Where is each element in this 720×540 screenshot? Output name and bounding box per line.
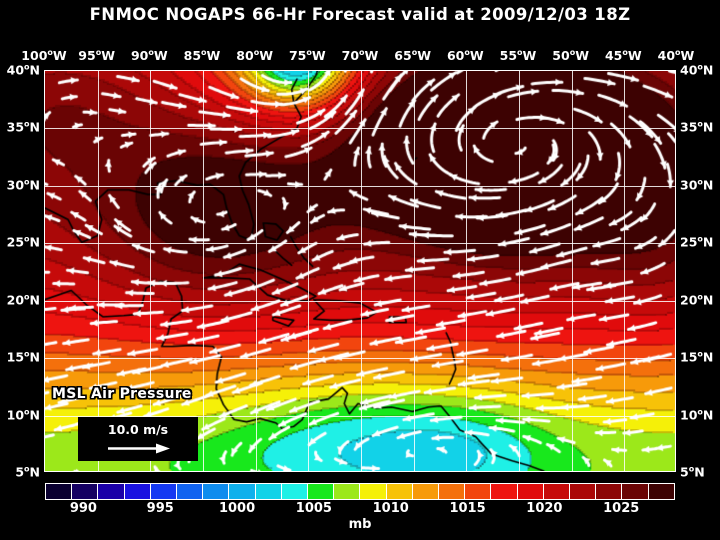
page-title: FNMOC NOGAPS 66-Hr Forecast valid at 200… (89, 5, 631, 24)
lat-tick-label: 40oN (6, 62, 40, 78)
gridline-parallel (45, 300, 675, 302)
colorbar-swatch (98, 484, 125, 499)
gridline-meridian (624, 71, 626, 471)
colorbar-swatch (360, 484, 387, 499)
gridline-parallel (45, 185, 675, 187)
gridline-parallel (45, 243, 675, 245)
lat-tick-label: 10oN (6, 406, 40, 423)
lat-tick-label: 20oN (680, 292, 714, 308)
longitude-axis-top: 100oW 95oW 90oW 85oW 80oW 75oW 70oW 65oW 60oW 55o… (21, 48, 694, 64)
colorbar-swatch (177, 484, 204, 499)
gridline-meridian (571, 71, 573, 471)
colorbar-swatch (46, 484, 73, 499)
colorbar-swatch (570, 484, 597, 499)
colorbar-swatch (334, 484, 361, 499)
colorbar-swatch (281, 484, 309, 499)
gridline-parallel (45, 358, 675, 360)
mslp-contour-field (45, 71, 675, 471)
gridline-meridian (361, 71, 362, 471)
lon-tick-label: 45oW (604, 48, 642, 64)
lat-tick-label: 20oN (6, 292, 40, 308)
gridline-parallel (45, 415, 675, 417)
field-label: MSL Air Pressure (52, 386, 192, 402)
pressure-colorbar (45, 483, 675, 500)
lon-tick-label: 40oW (657, 48, 695, 64)
lat-tick-label: 25oN (6, 234, 40, 250)
colorbar-tick-label: 1015 (449, 501, 486, 516)
lat-tick-label: 15oN (680, 349, 714, 365)
colorbar-tick-label: 1020 (526, 501, 563, 516)
colorbar-swatch (386, 484, 413, 499)
map-plot-area[interactable] (44, 70, 676, 472)
lat-tick-label: 25oN (680, 234, 714, 250)
colorbar-tick-label: 1010 (372, 501, 409, 516)
colorbar-swatch (648, 484, 674, 499)
colorbar-swatch (622, 484, 649, 499)
lat-tick-label: 15oN (6, 349, 40, 365)
colorbar-unit-label: mb (348, 517, 372, 532)
lat-tick-label: 40oN (680, 62, 714, 78)
colorbar-swatch (412, 484, 440, 499)
lon-tick-label: 65oW (394, 48, 432, 64)
gridline-meridian (150, 71, 152, 471)
gridline-meridian (519, 71, 520, 471)
colorbar-swatch (439, 484, 466, 499)
lat-tick-label: 35oN (6, 119, 40, 135)
colorbar-swatch (465, 484, 492, 499)
lon-tick-label: 80oW (236, 48, 274, 64)
gridline-meridian (413, 71, 415, 471)
gridline-meridian (255, 71, 257, 471)
gridline-meridian (203, 71, 204, 471)
gridline-meridian (97, 71, 99, 471)
colorbar-swatch (229, 484, 256, 499)
lon-tick-label: 95oW (78, 48, 116, 64)
colorbar-tick-label: 995 (146, 501, 174, 516)
latitude-axis-right: 40oN 35oN 30oN 25oN 20oN 15oN 10oN 5oN (678, 62, 720, 479)
colorbar-swatch (150, 484, 178, 499)
colorbar-swatch (491, 484, 518, 499)
right-arrow-icon (108, 443, 170, 454)
lon-tick-label: 85oW (183, 48, 221, 64)
lon-tick-label: 60oW (446, 48, 484, 64)
lat-tick-label: 10oN (680, 406, 714, 423)
colorbar-swatch (124, 484, 151, 499)
lon-tick-label: 75oW (288, 48, 326, 64)
colorbar-tick-label: 1000 (218, 501, 256, 516)
lat-tick-label: 5oN (680, 464, 705, 480)
lon-tick-label: 90oW (130, 48, 168, 64)
lon-tick-label: 100oW (21, 48, 67, 64)
colorbar-tick-label: 1005 (295, 501, 332, 516)
colorbar-swatch (203, 484, 230, 499)
lat-tick-label: 30oN (680, 177, 714, 193)
lon-tick-label: 55oW (499, 48, 537, 64)
lat-tick-label: 30oN (6, 177, 40, 193)
lat-tick-label: 35oN (680, 119, 714, 135)
lon-tick-label: 70oW (341, 48, 379, 64)
colorbar-swatch (596, 484, 623, 499)
colorbar-tick-label: 990 (69, 501, 97, 516)
colorbar-swatch (72, 484, 99, 499)
wind-vector-key-label: 10.0 m/s (107, 421, 169, 437)
latitude-axis-left: 40oN 35oN 30oN 25oN 20oN 15oN 10oN 5oN (0, 62, 42, 479)
colorbar-swatch (543, 484, 571, 499)
gridline-parallel (45, 128, 675, 130)
colorbar-swatch (255, 484, 282, 499)
colorbar-swatch (517, 484, 544, 499)
gridline-meridian (466, 71, 468, 471)
lat-tick-label: 5oN (15, 464, 40, 480)
pressure-colorbar-ticks: 990 995 1000 1005 1010 1015 1020 1025 (45, 501, 675, 517)
wind-vector-key: 10.0 m/s (78, 417, 198, 461)
map-gridlines (45, 71, 675, 471)
colorbar-swatch (308, 484, 335, 499)
gridline-meridian (308, 71, 310, 471)
colorbar-tick-label: 1025 (603, 501, 640, 516)
lon-tick-label: 50oW (552, 48, 590, 64)
